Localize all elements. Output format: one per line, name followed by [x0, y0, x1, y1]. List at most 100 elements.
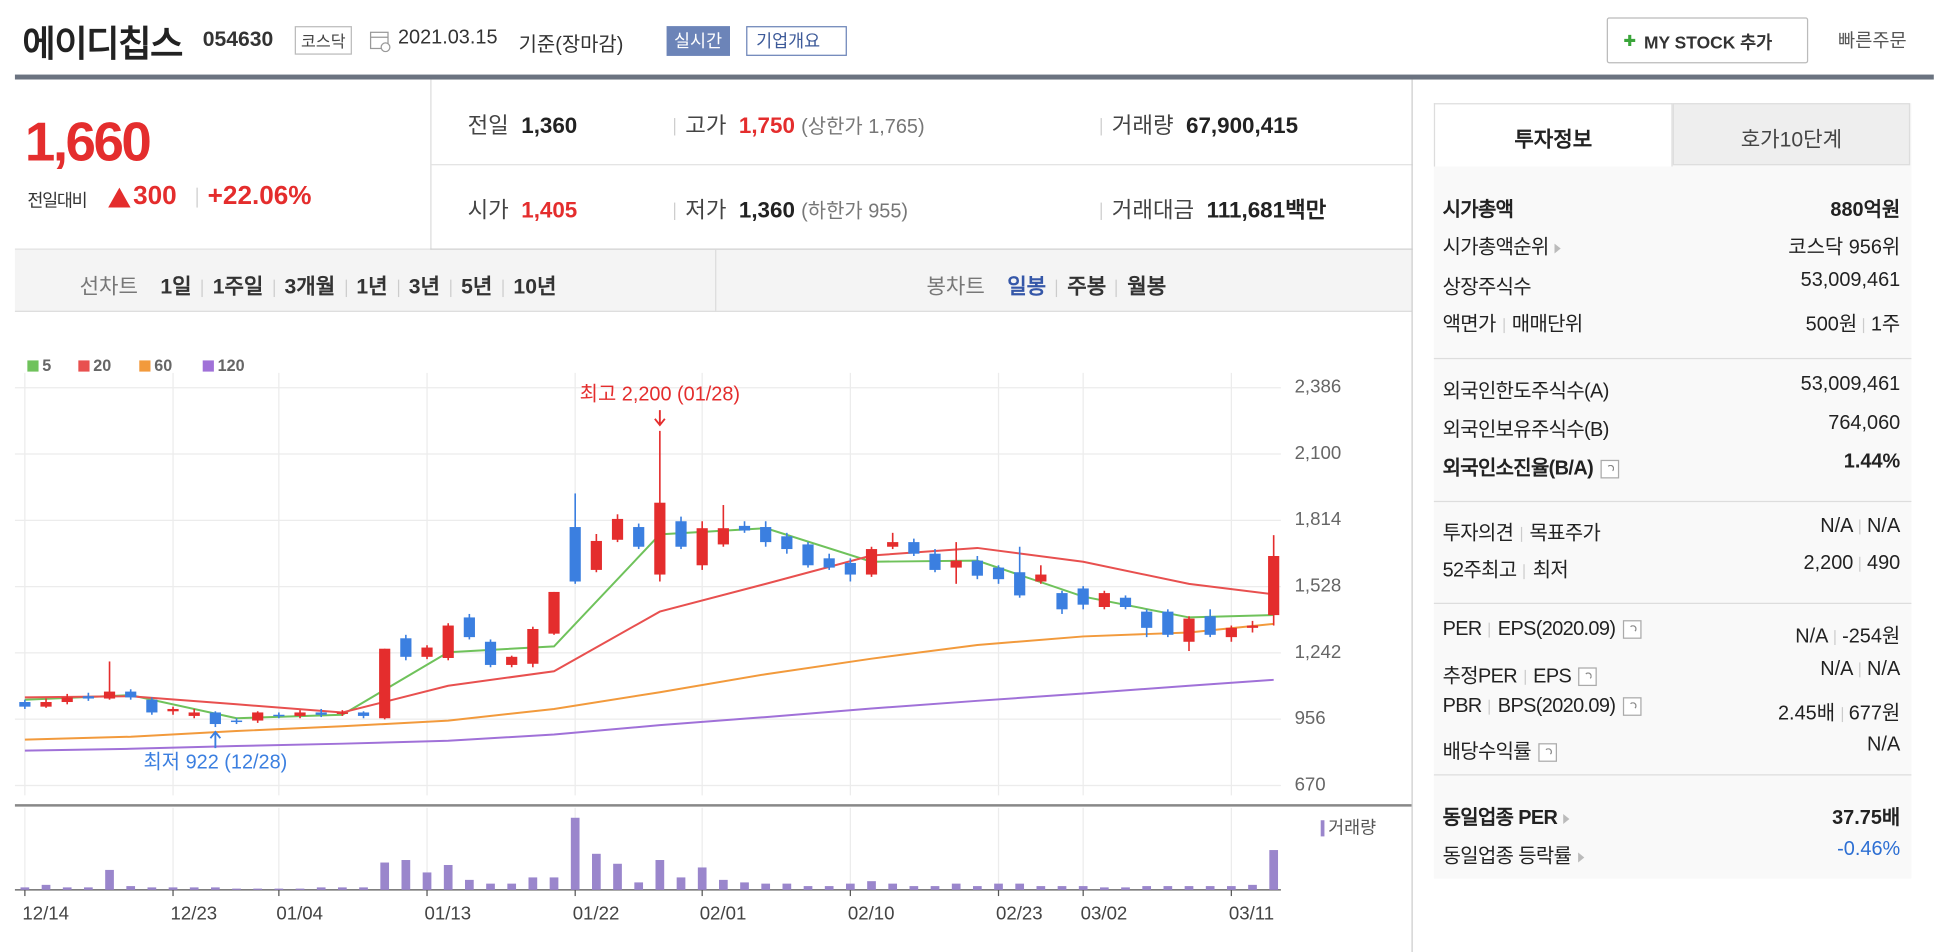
row-label: 동일업종 등락률: [1443, 839, 1584, 869]
candle-body: [950, 560, 962, 568]
quick-order[interactable]: 빠른주문: [1838, 31, 1907, 53]
note: (하한가 955): [801, 201, 909, 223]
row-label: 액면가 매매단위: [1443, 307, 1584, 337]
candle-body: [442, 625, 454, 658]
value: 53,009,461: [1800, 374, 1901, 396]
volume-bar: [507, 883, 517, 890]
separator: [1489, 622, 1491, 638]
candle-periods: 봉차트 일봉 주봉 월봉: [926, 268, 1166, 299]
candle-body: [125, 691, 137, 698]
candle-body: [696, 528, 708, 566]
separator: [1520, 526, 1523, 542]
value: 코스닥 956위: [1788, 237, 1901, 259]
label: 투자의견: [1442, 523, 1514, 545]
candle-body: [781, 536, 793, 550]
help-icon[interactable]: [1538, 743, 1558, 763]
date: 2021.03.15: [397, 27, 498, 49]
label: 매매단위: [1511, 314, 1583, 336]
candle-body: [527, 629, 539, 664]
invest-panel: [1433, 103, 1912, 879]
legend-label: 5: [42, 357, 51, 375]
mystock-label: MY STOCK 추가: [1644, 32, 1773, 53]
candle-body: [1098, 593, 1110, 607]
divider: [196, 187, 198, 208]
volume-bar: [888, 883, 898, 890]
volume-bar: [1057, 886, 1067, 890]
label: 거래대금: [1111, 197, 1195, 223]
section-divider: [1433, 500, 1912, 503]
candle-body: [421, 647, 433, 657]
volume-bar: [1248, 884, 1257, 890]
divider: [715, 249, 717, 312]
y-tick-label: 1,242: [1295, 641, 1342, 662]
y-tick-label: 670: [1295, 773, 1326, 794]
volume-bar: [655, 860, 665, 890]
separator: [1523, 563, 1526, 579]
volume-bar: [845, 883, 855, 890]
y-tick-label: 956: [1295, 707, 1326, 728]
legend-label: 20: [93, 357, 111, 375]
stock-name: 에이디칩스: [22, 24, 183, 65]
volume-bar: [761, 883, 771, 890]
row-value: 53,009,461: [1801, 374, 1901, 396]
value: N/A: [1867, 734, 1901, 756]
tab-active[interactable]: [1433, 103, 1673, 167]
row-label: 추정PER EPS: [1443, 659, 1598, 689]
separator: [502, 279, 504, 297]
value: 764,060: [1828, 412, 1901, 434]
period-link[interactable]: 1일: [160, 274, 192, 299]
value: N/A: [1820, 515, 1854, 537]
help-icon[interactable]: [1622, 620, 1642, 640]
tab[interactable]: [1672, 103, 1911, 166]
value: 53,009,461: [1800, 269, 1901, 291]
candle-body: [103, 691, 116, 699]
volume-bar: [1015, 883, 1025, 890]
separator: [1056, 279, 1058, 297]
volume-bar: [613, 863, 622, 890]
volume-bar: [697, 867, 707, 890]
period-link[interactable]: 10년: [513, 274, 557, 299]
candle-body: [1268, 556, 1280, 616]
volume-bar: [105, 869, 114, 890]
period-link[interactable]: 주봉: [1067, 274, 1107, 299]
help-icon[interactable]: [1578, 667, 1598, 687]
help-icon[interactable]: [1622, 697, 1642, 717]
candle-body: [252, 712, 264, 721]
period-link[interactable]: 3개월: [284, 274, 336, 299]
x-tick-label: 02/01: [700, 903, 747, 924]
summary-item: 거래량 67,900,415: [1100, 108, 1298, 140]
x-tick-label: 01/13: [425, 903, 472, 924]
value: 2,200: [1803, 553, 1854, 575]
period-link[interactable]: 월봉: [1127, 274, 1167, 299]
row-value: 764,060: [1828, 413, 1900, 435]
volume-bar: [232, 888, 241, 890]
tab-label: 투자정보: [1514, 128, 1593, 152]
help-icon[interactable]: [1600, 460, 1620, 479]
overview-button[interactable]: 기업개요: [746, 26, 847, 56]
volume-bar: [465, 879, 474, 890]
period-link[interactable]: 5년: [461, 274, 493, 299]
realtime-button[interactable]: 실시간: [666, 26, 730, 56]
tab-label: 호가10단계: [1740, 128, 1843, 152]
legend-swatch: [27, 360, 39, 372]
volume-bar: [62, 887, 72, 890]
calendar-icon: [369, 31, 391, 53]
volume-bar: [211, 887, 220, 890]
period-link[interactable]: 1주일: [212, 274, 264, 299]
period-link[interactable]: 일봉: [1007, 274, 1047, 299]
volume-bar: [422, 872, 432, 890]
legend-label: 120: [218, 357, 245, 375]
summary-item: 시가 1,405: [468, 193, 578, 225]
volume-bar: [718, 879, 728, 890]
candle-body: [992, 567, 1005, 580]
volume-bar: [1078, 886, 1088, 890]
volume-bar: [909, 886, 919, 890]
volume-bar: [147, 887, 157, 890]
value: 37.75배: [1832, 807, 1901, 829]
volume-bar: [592, 853, 601, 890]
mystock-button[interactable]: MY STOCK 추가: [1606, 17, 1809, 64]
period-link[interactable]: 3년: [408, 274, 440, 299]
value: N/A: [1867, 515, 1901, 537]
row-label: 배당수익률: [1443, 734, 1558, 764]
period-link[interactable]: 1년: [356, 274, 388, 299]
